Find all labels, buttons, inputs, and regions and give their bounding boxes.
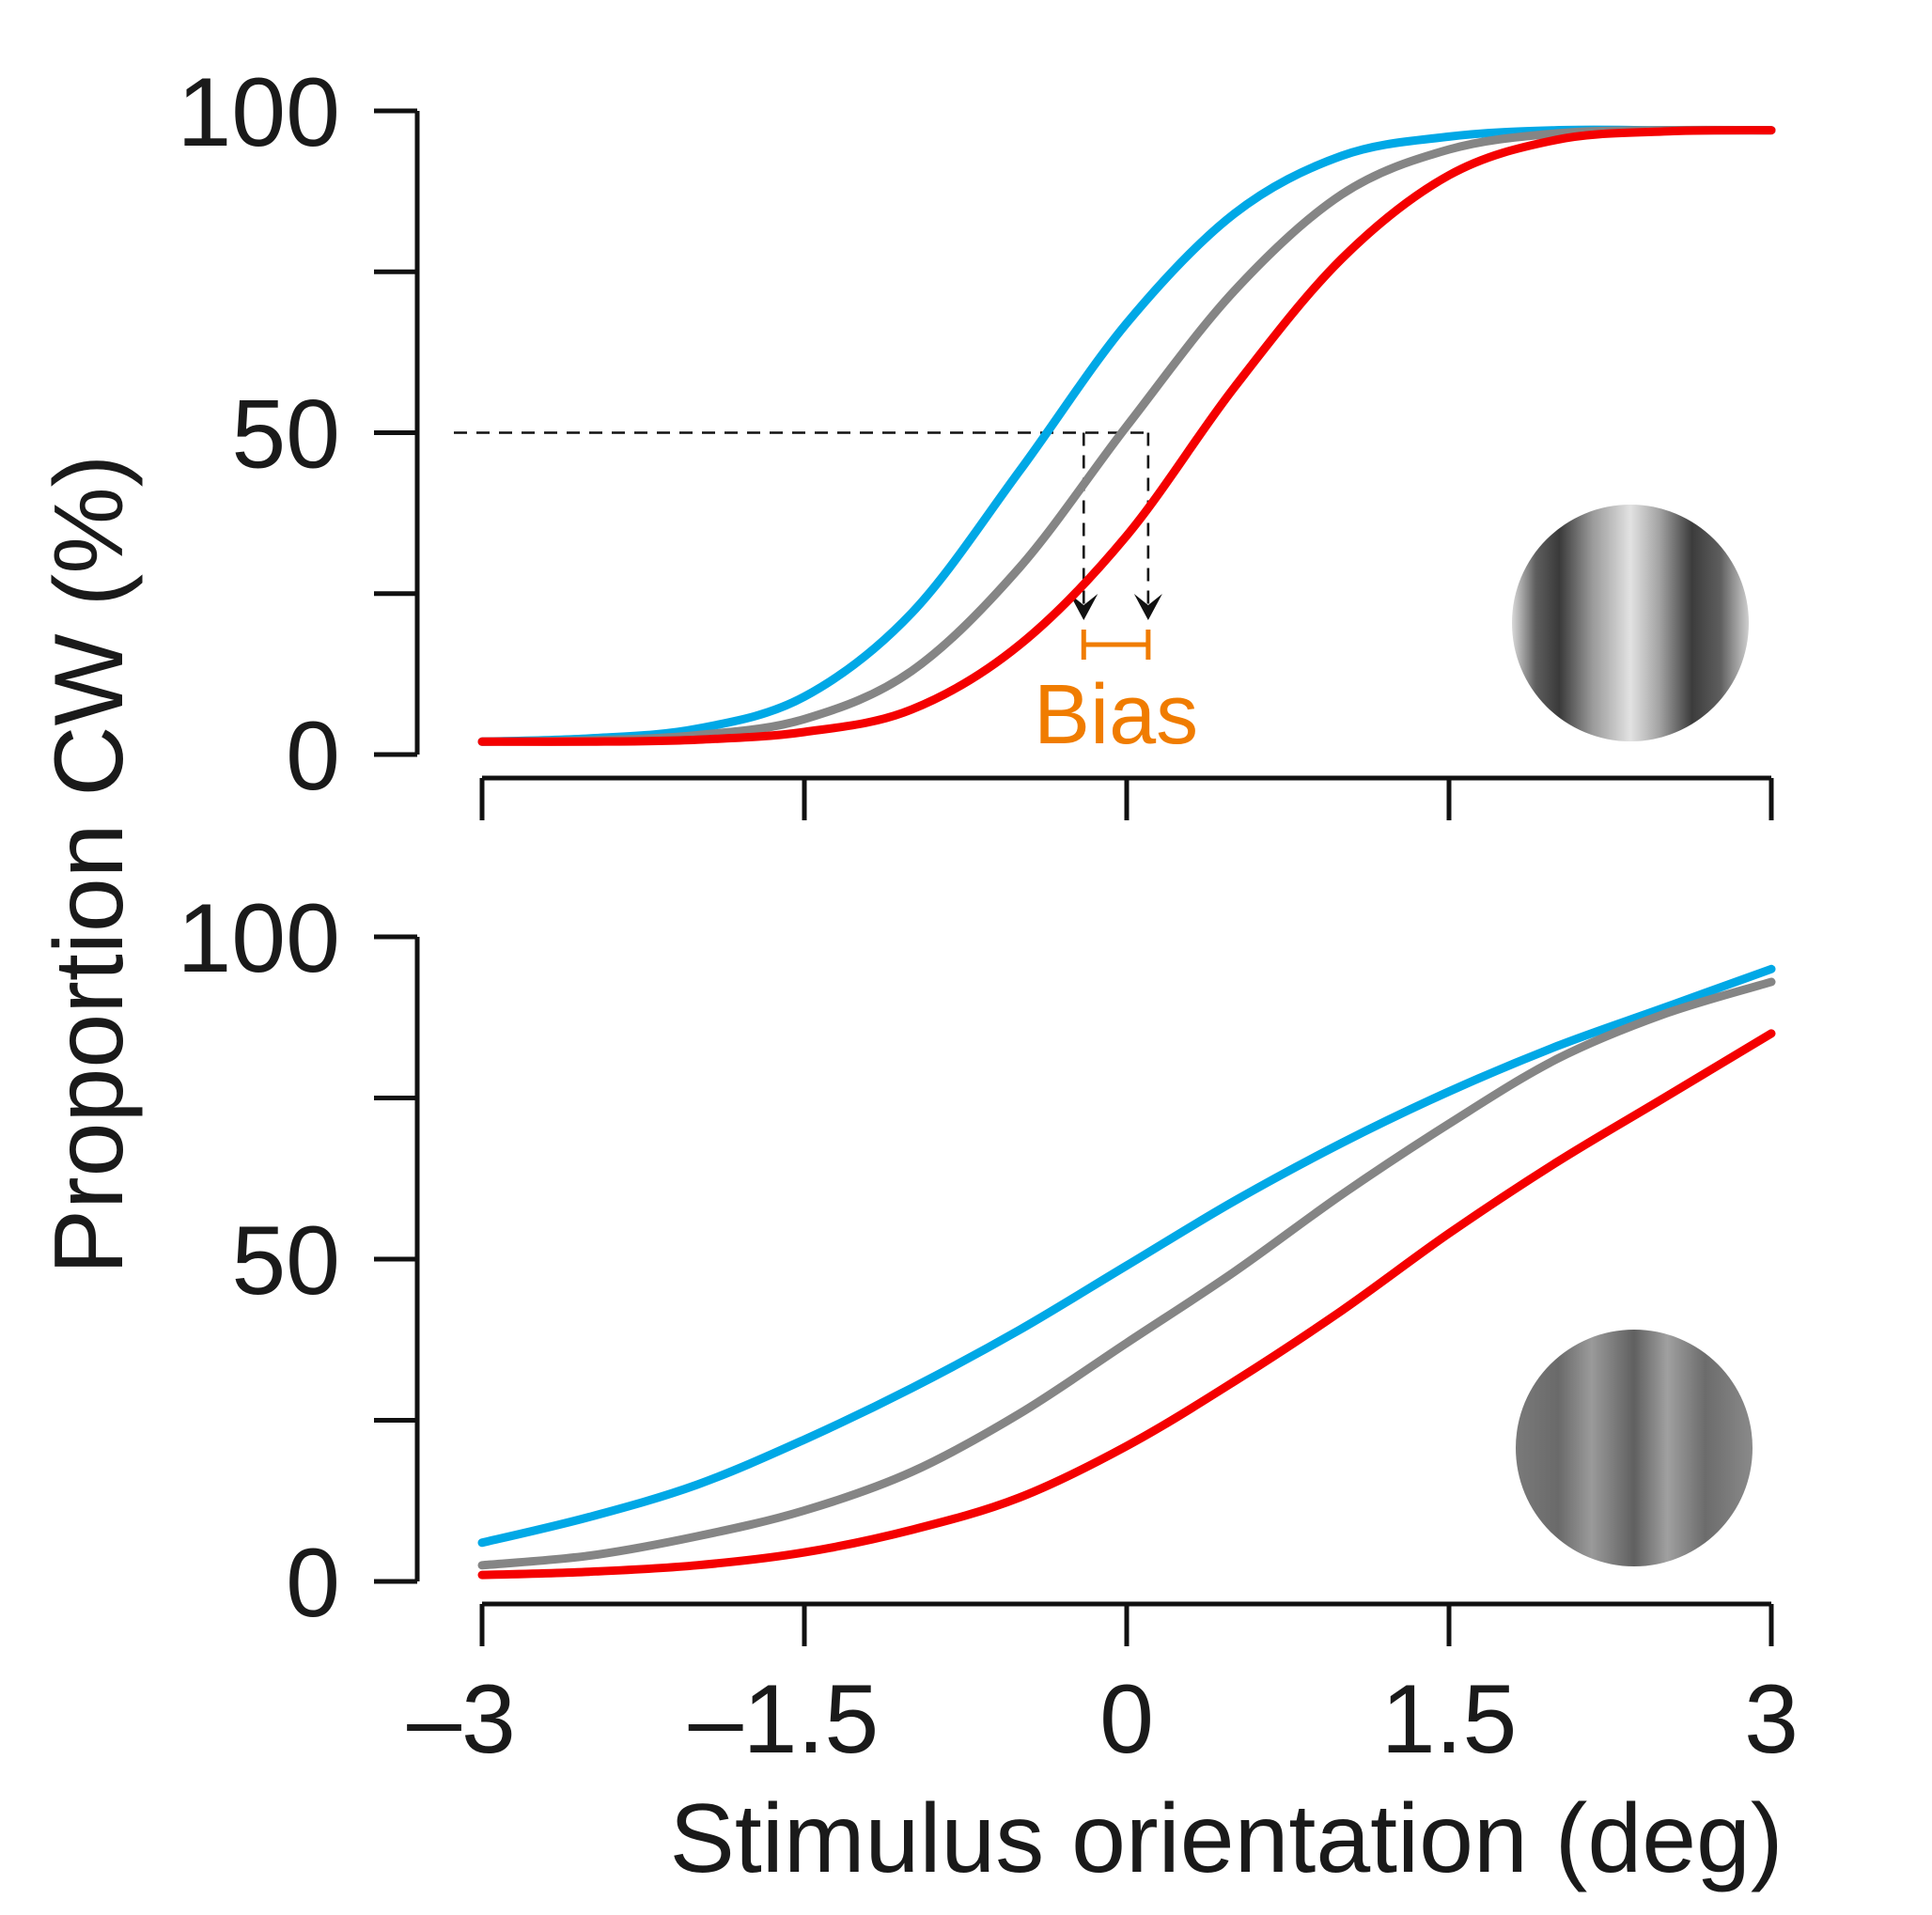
bottom-y-tick-label: 50 [231,1207,340,1316]
x-axis-title: Stimulus orientation (deg) [669,1784,1783,1893]
high-contrast-grating-icon [1512,505,1749,741]
bottom-y-tick-label: 100 [177,884,340,993]
bottom-series-1-line [477,977,1776,1570]
top-panel: 100 50 0 Bias [177,58,1776,820]
bottom-x-tick-label: –3 [407,1665,516,1774]
top-curves [477,125,1776,746]
y-axis-title: Proportion CW (%) [35,455,144,1275]
arrow-down-icon [1069,594,1098,620]
arrow-down-icon [1133,594,1162,620]
top-y-tick-label: 50 [231,381,340,490]
bias-label: Bias [1034,668,1198,762]
bottom-x-tick-label: 3 [1744,1665,1799,1774]
bottom-y-axis: 100 50 0 [177,884,420,1638]
top-series-1-line [477,125,1776,746]
bias-guides [454,431,1162,620]
top-y-tick-label: 100 [177,58,340,167]
bias-marker: Bias [1034,630,1198,762]
top-y-axis: 100 50 0 [177,58,420,811]
top-y-tick-label: 0 [286,702,340,811]
top-series-2-line [477,126,1776,746]
bottom-y-tick-label: 0 [286,1529,340,1638]
top-x-axis [479,775,1774,820]
bottom-x-tick-label: 0 [1099,1665,1154,1774]
bottom-panel: 100 50 0 –3 –1.5 0 1.5 3 [177,884,1798,1774]
bottom-x-tick-label: 1.5 [1381,1665,1518,1774]
bottom-series-2-line [477,1029,1776,1580]
low-contrast-grating-icon [1516,1330,1753,1566]
bottom-curves [477,964,1776,1580]
bottom-x-axis: –3 –1.5 0 1.5 3 [407,1601,1799,1774]
bottom-x-tick-label: –1.5 [689,1665,879,1774]
bottom-series-0-line [477,964,1776,1548]
